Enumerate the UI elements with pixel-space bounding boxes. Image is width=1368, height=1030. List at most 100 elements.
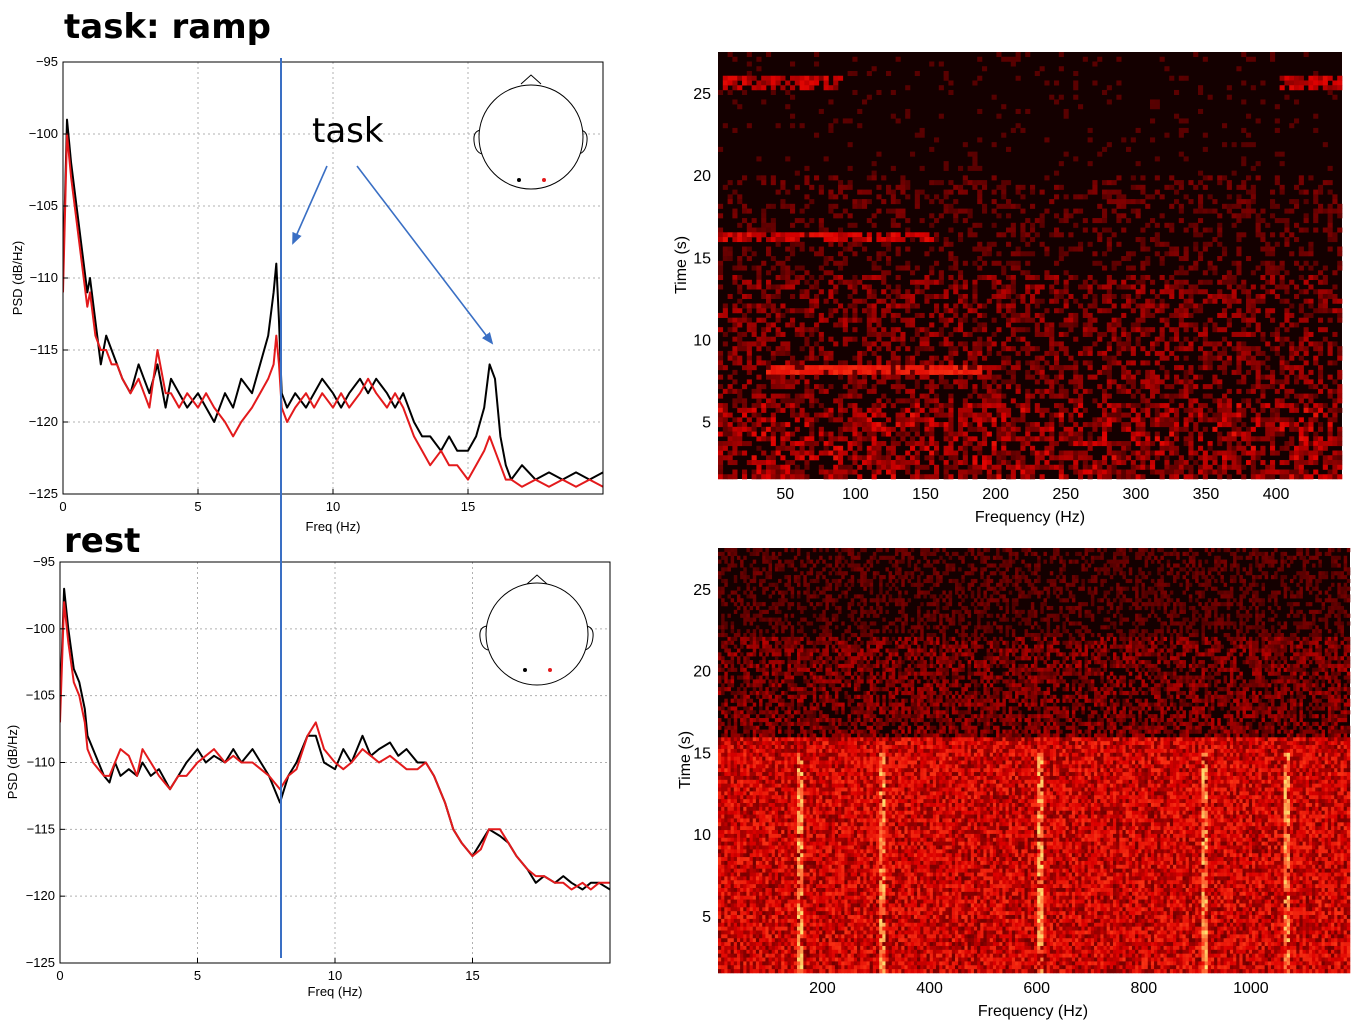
spectrogram-cell (1135, 388, 1141, 394)
spectrogram-cell (948, 417, 954, 423)
spectrogram-cell (809, 75, 815, 81)
spectrogram-cell (1011, 559, 1016, 564)
spectrogram-cell (958, 460, 964, 466)
spectrogram-cell (833, 118, 839, 124)
spectrogram-cell (1145, 308, 1151, 314)
spectrogram-cell (755, 548, 760, 553)
spectrogram-cell (1202, 469, 1208, 475)
spectrogram-cell (793, 578, 798, 584)
spectrogram-cell (862, 365, 868, 371)
spectrogram-cell (1073, 322, 1079, 328)
spectrogram-cell (948, 203, 954, 209)
head-icon (473, 74, 588, 190)
spectrogram-cell (958, 445, 964, 451)
spectrogram-cell (1270, 436, 1276, 442)
spectrogram-cell (1174, 417, 1180, 423)
spectrogram-cell (1015, 567, 1019, 572)
spectrogram-cell (1102, 308, 1108, 314)
spectrogram-cell (1001, 460, 1007, 466)
spectrogram-cell (1245, 571, 1250, 576)
spectrogram-cell (1261, 551, 1265, 557)
spectrogram-cell (852, 241, 858, 247)
spectrogram-cell (1082, 279, 1088, 285)
spectrogram-cell (1284, 208, 1290, 214)
spectrogram-cell (1298, 189, 1304, 195)
spectrogram-cell (991, 222, 997, 228)
spectrogram-cell (828, 474, 834, 480)
spectrogram-cell (1315, 555, 1319, 560)
spectrogram-cell (923, 551, 927, 557)
spectrogram-cell (1001, 422, 1007, 428)
spectrogram-cell (799, 369, 805, 375)
spectrogram-cell (1279, 422, 1285, 428)
spectrogram-cell (958, 417, 964, 423)
spectrogram-cell (761, 80, 767, 86)
spectrogram-cell (751, 322, 757, 328)
spectrogram-cell (1217, 469, 1223, 475)
spectrogram-cell (996, 232, 1002, 238)
spectrogram-cell (768, 563, 773, 568)
spectrogram-cell (1289, 303, 1295, 309)
spectrogram-cell (1246, 403, 1252, 409)
spectrogram-cell (934, 445, 940, 451)
spectrogram-cell (770, 393, 776, 399)
spectrogram-cell (794, 369, 800, 375)
spectrogram-cell (838, 393, 844, 399)
spectrogram-cell (770, 460, 776, 466)
spectrogram-cell (1078, 551, 1082, 557)
spectrogram-cell (1159, 260, 1165, 266)
spectrogram-cell (852, 374, 858, 380)
spectrogram-cell (1037, 575, 1041, 580)
spectrogram-cell (1159, 274, 1165, 281)
spectrogram-cell (1298, 469, 1304, 475)
spectrogram-cell (1332, 464, 1338, 470)
spectrogram-cell (943, 289, 949, 295)
spectrogram-cell (1087, 241, 1093, 247)
spectrogram-cell (814, 341, 820, 347)
spectrogram-cell (804, 393, 810, 399)
spectrogram-cell (1001, 412, 1007, 418)
spectrogram-cell (766, 322, 772, 328)
spectrogram-cell (1226, 303, 1232, 309)
spectrogram-cell (841, 563, 845, 568)
spectrogram-cell (1178, 426, 1184, 432)
spectrogram-cell (1303, 298, 1309, 304)
spectrogram-cell (1084, 548, 1089, 553)
spectrogram-cell (1242, 567, 1247, 572)
spectrogram-cell (804, 270, 810, 276)
spectrogram-cell (1318, 208, 1324, 214)
spectrogram-cell (1231, 293, 1237, 300)
spectrogram-cell (838, 578, 842, 584)
spectrogram-cell (818, 436, 824, 442)
spectrogram-cell (1130, 460, 1136, 466)
spectrogram-cell (1121, 284, 1127, 290)
spectrogram-cell (1011, 575, 1016, 580)
spectrogram-cell (737, 336, 743, 342)
spectrogram-cell (790, 445, 796, 451)
spectrogram-cell (972, 246, 978, 252)
spectrogram-cell (756, 422, 762, 428)
spectrogram-cell (768, 559, 773, 564)
spectrogram-cell (1164, 289, 1170, 295)
spectrogram-cell (1164, 464, 1170, 470)
spectrogram-cell (964, 571, 968, 576)
spectrogram-cell (809, 369, 815, 375)
spectrogram-cell (1001, 450, 1007, 456)
spectrogram-cell (862, 369, 868, 375)
spectrogram-cell (1082, 218, 1088, 224)
spectrogram-cell (1097, 232, 1103, 238)
spectrogram-cell (919, 127, 925, 133)
spectrogram-cell (1250, 142, 1256, 148)
spectrogram-cell (1198, 407, 1204, 413)
spectrogram-cell (818, 336, 824, 342)
spectrogram-cell (1054, 184, 1060, 190)
spectrogram-cell (901, 578, 905, 584)
spectrogram-cell (790, 441, 796, 447)
spectrogram-cell (1082, 56, 1088, 62)
spectrogram-cell (1308, 450, 1314, 456)
spectrogram-cell (1217, 350, 1223, 356)
spectrogram-cell (1092, 303, 1098, 309)
spectrogram-cell (1054, 227, 1060, 233)
spectrogram-cell (970, 571, 975, 576)
spectrogram-cell (1087, 441, 1093, 447)
